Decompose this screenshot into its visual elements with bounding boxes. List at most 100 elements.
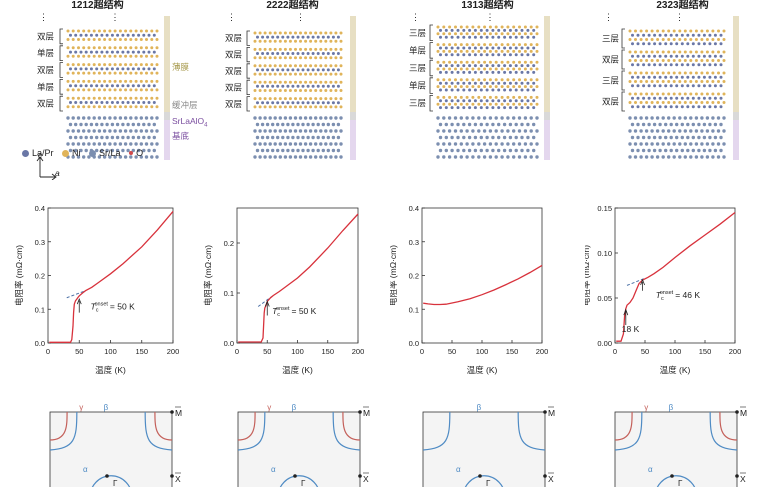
atom [108,29,112,33]
substrate-atom [258,116,262,120]
atom [311,101,315,105]
substrate-atom [66,129,70,133]
substrate-atom [456,135,460,140]
atom [669,96,673,100]
tc-arrow [264,300,270,316]
substrate-atom [482,155,487,159]
substrate-atom [500,129,504,133]
atom [131,84,135,88]
atom [683,71,687,75]
atom [454,95,457,99]
atom [118,54,122,58]
substrate-atom [139,129,143,133]
atom [294,97,297,101]
atom [678,92,682,96]
atom [113,88,117,92]
legend-la: La/Pr [22,148,54,158]
atom [145,29,148,33]
atom [711,38,715,41]
atom [494,95,498,99]
atom [514,70,518,74]
substrate-atom [108,155,112,159]
substrate-atom [283,129,288,133]
substrate-atom [722,142,726,146]
atom [92,79,96,83]
substrate-atom [271,148,275,153]
atom [95,50,99,54]
atom [456,46,460,50]
atom [116,84,120,88]
atom [336,68,340,72]
atom [488,95,492,99]
atom [454,60,457,64]
substrate-atom [535,129,539,133]
substrate-atom [697,148,701,153]
atom [263,97,267,101]
atom [263,64,267,68]
atom [678,50,682,54]
gamma-point-label: Γ [113,479,118,487]
atom [468,70,472,74]
substrate-atom [672,155,676,159]
atom [87,71,91,75]
atom [82,63,86,67]
atom [281,68,285,72]
substrate-atom [68,135,73,140]
atom [689,80,693,83]
substrate-atom [253,155,257,159]
atom [468,28,472,32]
atom [450,64,454,68]
atom [108,63,112,67]
atom [705,71,709,75]
substrate-atom [667,142,671,146]
substrate-atom [462,148,466,153]
atom [479,46,483,50]
atom [465,95,469,99]
y-tick-label: 0.2 [224,239,234,248]
substrate-atom [134,116,138,120]
atom [283,56,287,60]
atom [661,71,665,75]
atom [294,64,297,68]
atom [124,46,128,50]
substrate-atom [672,116,676,120]
atom [147,101,151,104]
layer-bracket [621,91,625,112]
atom [529,78,533,82]
substrate-atom [535,155,539,159]
substrate-atom [636,122,640,127]
atom [294,80,297,84]
atom [711,92,715,96]
substrate-atom [482,142,487,146]
atom [97,96,101,100]
atom [529,95,533,99]
beta-label: β [104,403,109,412]
substrate-atom [658,135,662,140]
atom [442,60,446,64]
atom [523,43,527,47]
atom [253,47,257,51]
atom [717,50,720,54]
atom [650,80,654,83]
atom [686,75,690,79]
gamma-point-label: Γ [301,479,306,487]
substrate-atom [669,122,673,127]
atom [667,92,671,96]
atom [639,59,643,62]
atom [124,29,128,33]
substrate-bar [733,120,739,160]
ellipsis-icon: ⋮ [675,12,684,22]
substrate-atom [110,122,115,127]
atom [647,75,651,79]
substrate-atom [473,135,478,140]
atom [331,101,335,105]
atom [520,28,524,32]
atom [113,71,117,75]
substrate-atom [296,122,300,127]
atom [142,50,146,54]
atom [253,64,257,68]
atom-legend: La/Pr Ni Sr/La O [22,148,143,158]
substrate-atom [459,142,463,146]
